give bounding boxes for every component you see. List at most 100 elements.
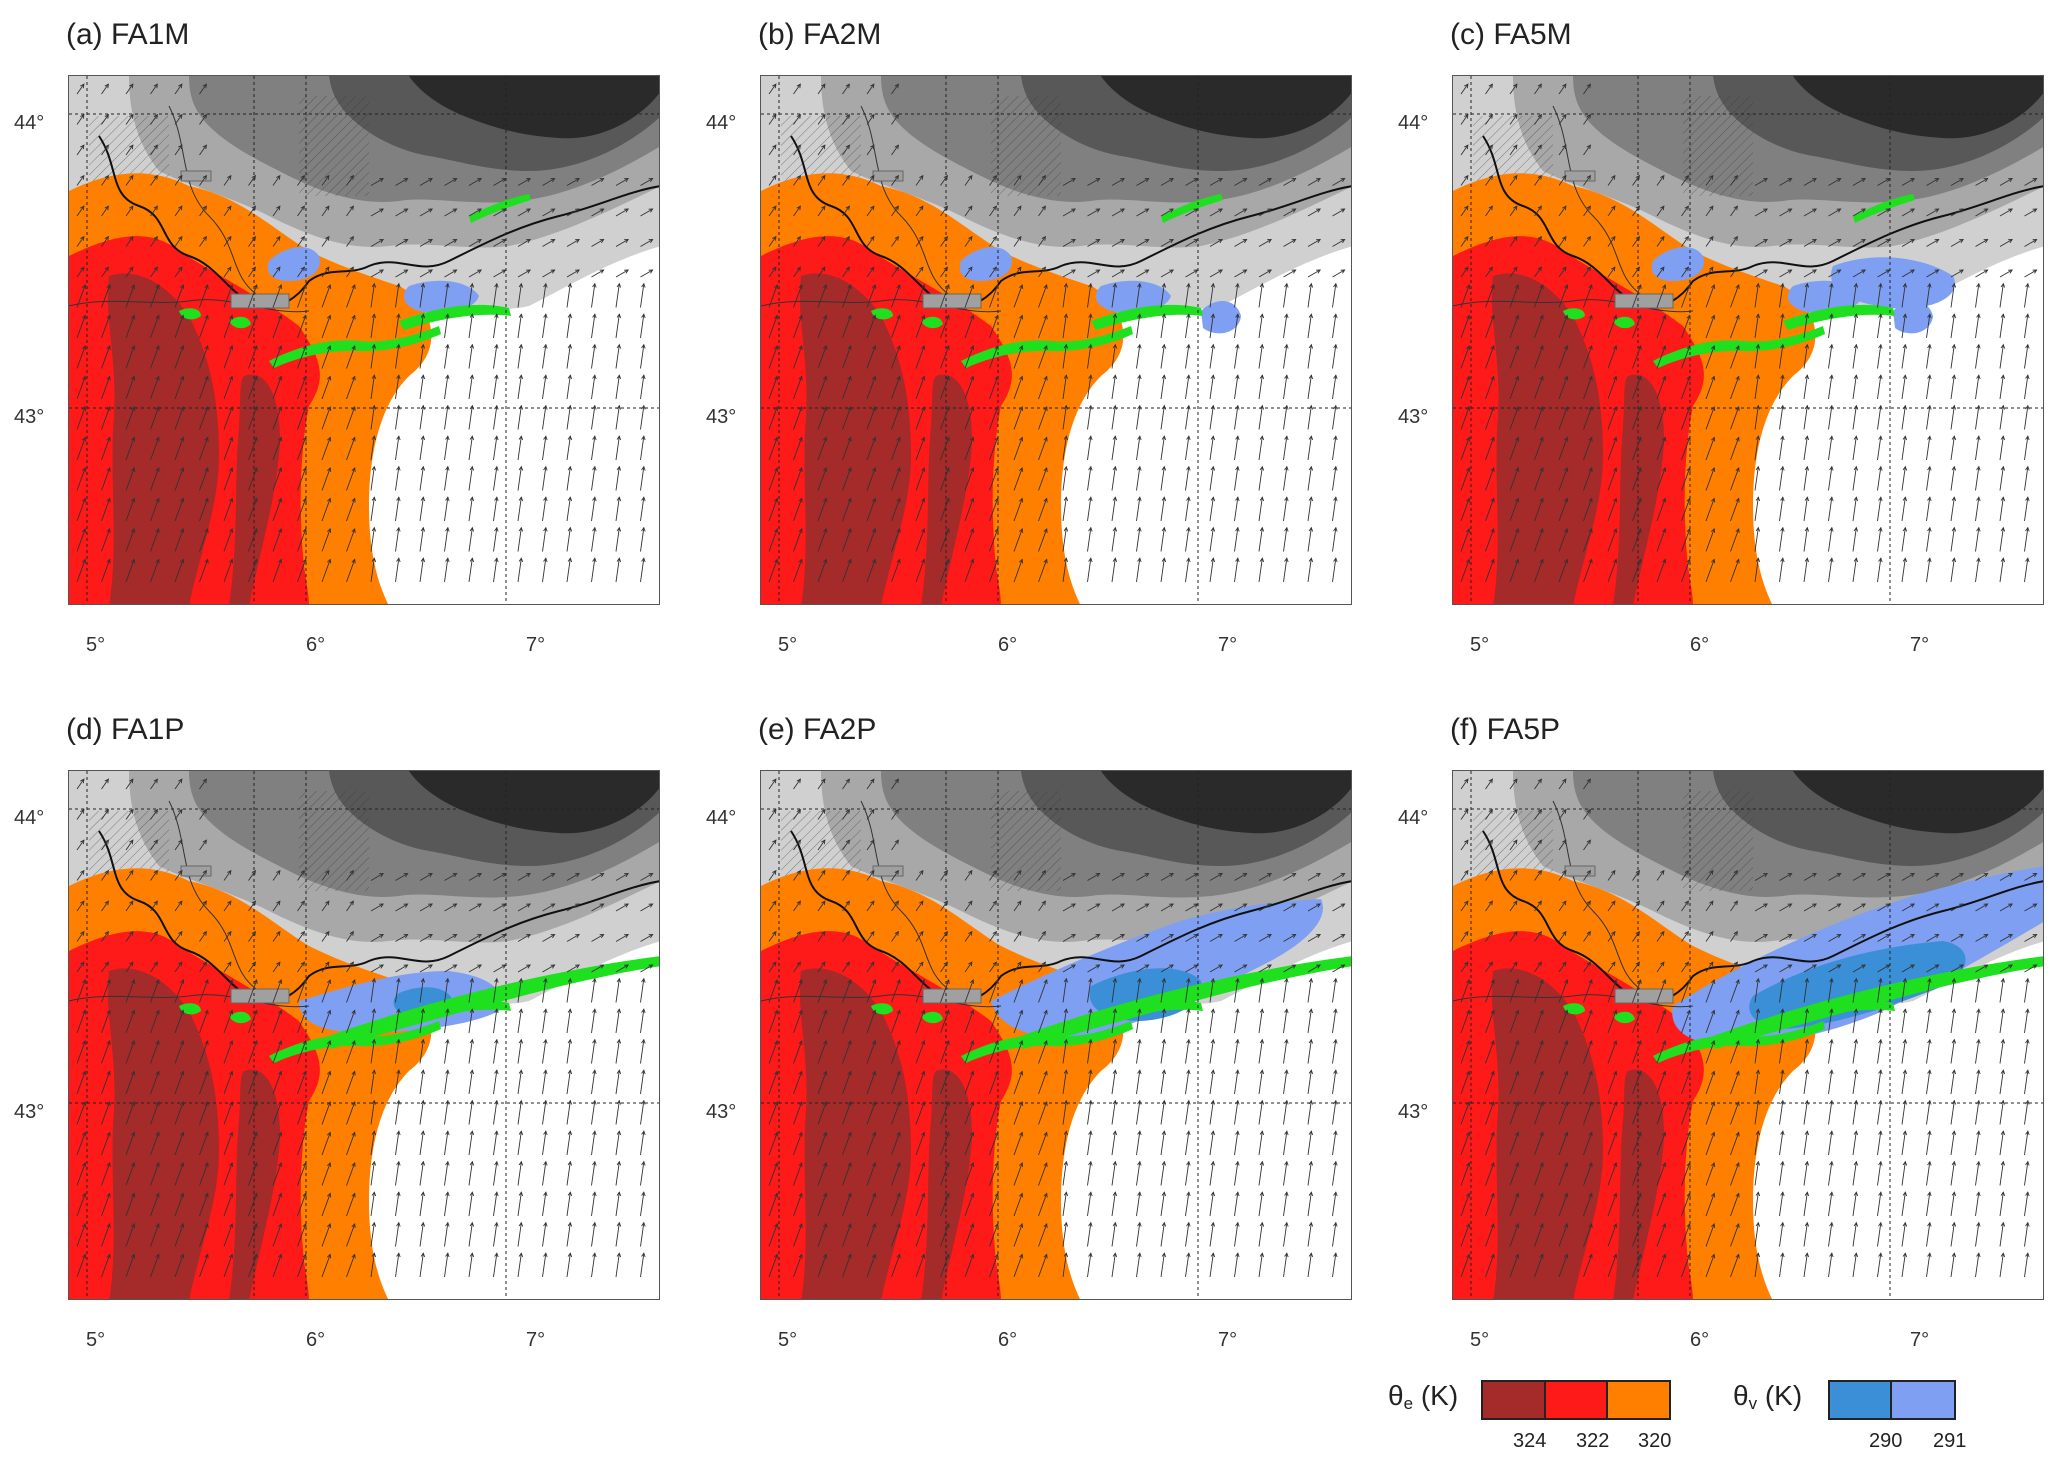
wind-vector bbox=[150, 114, 158, 125]
wind-vector bbox=[1258, 269, 1272, 278]
wind-vector-head bbox=[277, 528, 283, 533]
wind-vector bbox=[866, 83, 875, 95]
wind-vector-head bbox=[1885, 269, 1891, 274]
wind-vector bbox=[1828, 1039, 1833, 1064]
lon-label-7: 7° bbox=[1910, 634, 1930, 656]
wind-vector-head bbox=[1787, 934, 1793, 939]
wind-vector-head bbox=[968, 961, 973, 967]
wind-vector bbox=[199, 376, 209, 400]
wind-vector bbox=[76, 114, 85, 125]
wind-vector bbox=[1803, 269, 1817, 278]
wind-vector bbox=[793, 931, 801, 942]
wind-vector bbox=[989, 1132, 999, 1156]
wind-vector bbox=[150, 528, 160, 552]
wind-vector bbox=[297, 979, 307, 1003]
wind-vector-head bbox=[1586, 83, 1591, 89]
wind-vector-head bbox=[1041, 174, 1046, 180]
wind-vector-head bbox=[992, 930, 997, 936]
wind-vector bbox=[1926, 1192, 1931, 1217]
wind-vector-head bbox=[1588, 1253, 1593, 1259]
wind-vector-head bbox=[80, 113, 85, 119]
wind-vector bbox=[1307, 558, 1312, 583]
wind-vector-head bbox=[1539, 1101, 1544, 1106]
wind-vector-head bbox=[1853, 1038, 1859, 1044]
wind-vector bbox=[1460, 1010, 1470, 1034]
wind-vector-head bbox=[2025, 1160, 2030, 1166]
wind-vector bbox=[1999, 405, 2004, 430]
wind-vector bbox=[566, 527, 571, 552]
wind-vector-head bbox=[994, 467, 999, 472]
wind-vector bbox=[1332, 405, 1337, 430]
wind-vector-head bbox=[1161, 374, 1167, 380]
wind-vector bbox=[1038, 528, 1048, 552]
wind-vector bbox=[1730, 559, 1740, 583]
wind-vector bbox=[1509, 284, 1519, 308]
wind-vector bbox=[1460, 870, 1469, 881]
wind-vector-head bbox=[1804, 557, 1810, 563]
wind-vector bbox=[346, 1223, 356, 1247]
wind-vector bbox=[321, 266, 330, 278]
wind-vector-head bbox=[106, 1101, 111, 1106]
wind-vector-head bbox=[796, 83, 801, 89]
wind-vector-head bbox=[1563, 406, 1569, 411]
wind-vector bbox=[1681, 1132, 1691, 1156]
wind-vector-head bbox=[1780, 1038, 1785, 1044]
wind-vector bbox=[2024, 527, 2029, 552]
wind-vector bbox=[989, 1071, 999, 1095]
wind-vector-head bbox=[550, 964, 556, 969]
wind-vector-head bbox=[567, 1252, 573, 1258]
wind-vector bbox=[1209, 527, 1214, 552]
wind-vector-head bbox=[1017, 930, 1022, 936]
wind-vector-head bbox=[871, 528, 877, 533]
wind-vector-head bbox=[870, 961, 875, 967]
wind-vector-head bbox=[1780, 374, 1785, 380]
wind-vector bbox=[842, 345, 852, 369]
wind-vector-head bbox=[543, 404, 548, 410]
wind-vector bbox=[1185, 1222, 1190, 1247]
wind-vector bbox=[125, 467, 135, 491]
wind-vector-head bbox=[1812, 239, 1817, 244]
wind-vector-head bbox=[616, 1191, 622, 1197]
wind-vector bbox=[1803, 527, 1808, 552]
wind-vector bbox=[1877, 1222, 1882, 1247]
wind-vector-head bbox=[992, 205, 997, 211]
wind-vector-head bbox=[945, 1101, 950, 1106]
wind-vector bbox=[1803, 497, 1808, 522]
wind-vector-head bbox=[253, 1101, 258, 1106]
wind-vector bbox=[1583, 315, 1593, 339]
coastline bbox=[98, 830, 659, 1004]
wind-vector-head bbox=[847, 1040, 852, 1045]
wind-vector bbox=[493, 1100, 498, 1125]
wind-vector bbox=[1950, 239, 1964, 247]
map-frame bbox=[1452, 770, 2044, 1300]
wind-vector bbox=[248, 870, 256, 881]
wind-vector-head bbox=[1490, 1040, 1495, 1045]
wind-vector-head bbox=[1514, 979, 1520, 984]
wind-vector bbox=[1087, 873, 1100, 881]
wind-vector bbox=[1632, 961, 1640, 973]
wind-vector-head bbox=[1259, 1069, 1265, 1075]
wind-vector bbox=[1803, 1131, 1808, 1156]
wind-vector bbox=[542, 1009, 547, 1034]
wind-vector bbox=[1583, 931, 1591, 942]
wind-vector bbox=[1901, 558, 1906, 583]
wind-vector bbox=[1705, 315, 1715, 339]
wind-vector bbox=[566, 1253, 571, 1278]
wind-vector-head bbox=[1934, 934, 1940, 939]
wind-vector-head bbox=[326, 314, 332, 320]
wind-vector bbox=[1209, 436, 1214, 461]
wind-vector-head bbox=[641, 1191, 646, 1197]
wind-vector bbox=[1583, 1193, 1593, 1217]
wind-vector-head bbox=[1927, 1069, 1932, 1075]
wind-vector-head bbox=[592, 526, 597, 532]
wind-vector-head bbox=[648, 239, 654, 244]
wind-vector bbox=[150, 931, 158, 942]
wind-vector bbox=[517, 1131, 522, 1156]
wind-vector-head bbox=[599, 269, 605, 274]
wind-vector bbox=[964, 528, 974, 552]
wind-vector-head bbox=[1088, 1191, 1093, 1197]
wind-vector-head bbox=[1763, 178, 1768, 183]
wind-vector bbox=[1013, 1040, 1023, 1064]
wind-vector-head bbox=[253, 436, 258, 442]
wind-vector-head bbox=[1951, 1069, 1957, 1075]
